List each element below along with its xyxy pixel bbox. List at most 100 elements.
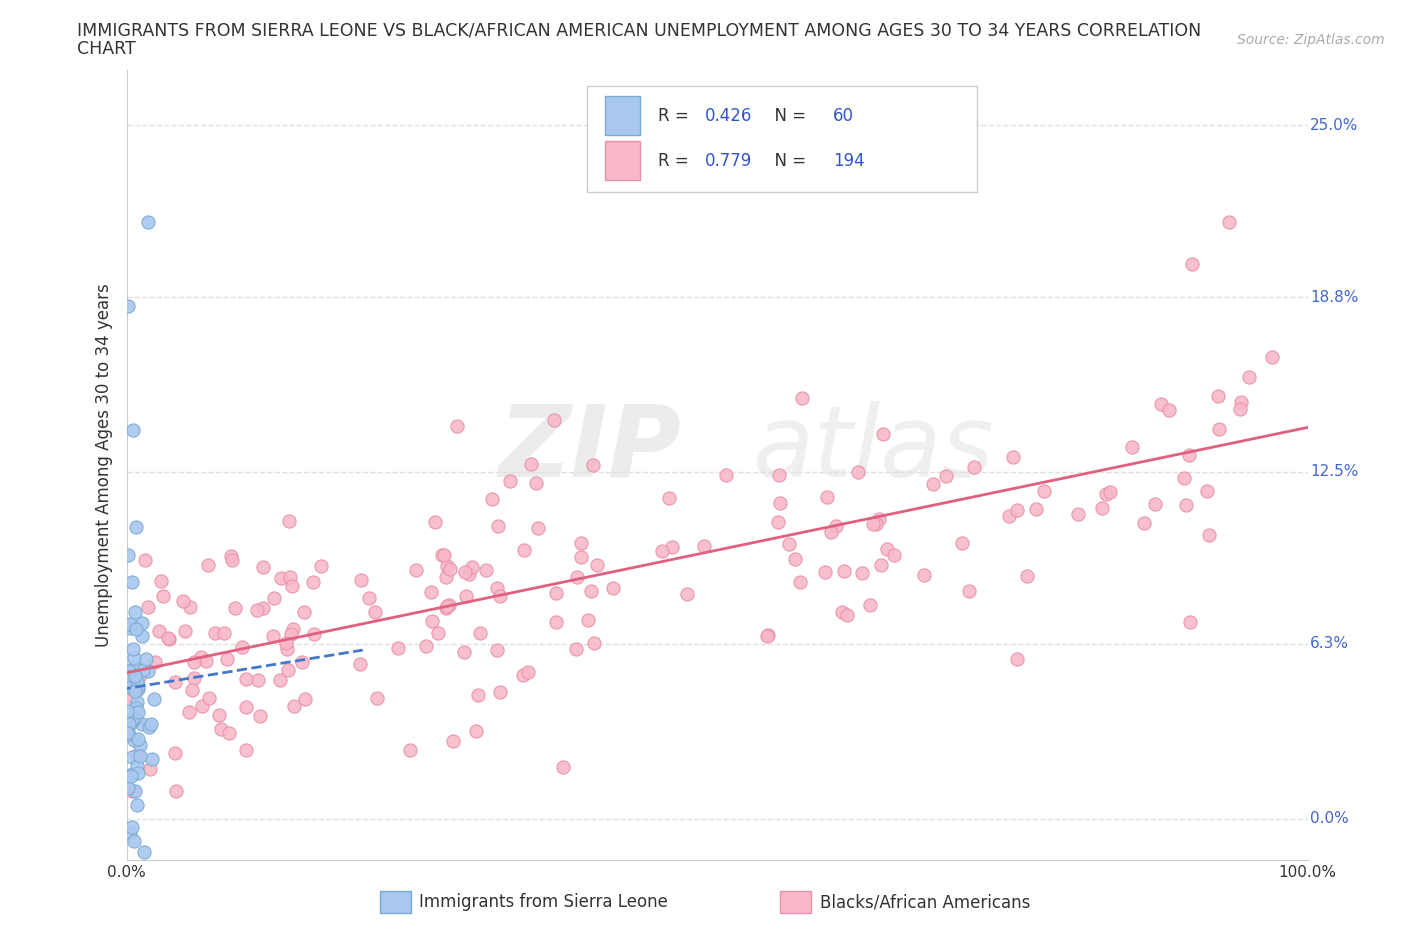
Point [486, 643, 509, 658]
Text: 12.5%: 12.5% [1310, 464, 1358, 480]
Point [221, 552, 243, 567]
Point [1121, 440, 1143, 455]
Point [179, 704, 201, 719]
Point [768, 468, 790, 483]
Point [831, 605, 853, 620]
Point [922, 476, 945, 491]
Point [132, 844, 155, 859]
Point [122, 642, 145, 657]
Point [252, 601, 274, 616]
Point [280, 627, 302, 642]
Point [231, 640, 253, 655]
Point [219, 549, 242, 564]
Point [118, 825, 141, 840]
Point [172, 593, 194, 608]
Text: ZIP: ZIP [499, 401, 682, 498]
Point [436, 559, 458, 574]
Point [957, 584, 980, 599]
Point [129, 749, 152, 764]
Point [1159, 403, 1181, 418]
Point [676, 587, 699, 602]
Point [215, 651, 238, 666]
Point [156, 631, 179, 645]
Point [489, 684, 512, 699]
Point [461, 560, 484, 575]
Point [127, 748, 149, 763]
Point [121, 711, 143, 726]
Point [454, 589, 477, 604]
Point [1230, 394, 1253, 409]
Point [249, 709, 271, 724]
Point [935, 469, 957, 484]
Point [179, 600, 201, 615]
Point [136, 664, 159, 679]
Point [115, 703, 138, 718]
Point [756, 628, 779, 643]
Point [1099, 485, 1122, 499]
Point [157, 631, 180, 646]
Point [399, 742, 422, 757]
Point [122, 833, 145, 848]
Point [1229, 402, 1251, 417]
Point [212, 625, 235, 640]
Point [190, 649, 212, 664]
Point [423, 515, 446, 530]
Point [125, 701, 148, 716]
Point [122, 659, 145, 674]
Point [235, 743, 257, 758]
Point [842, 124, 865, 139]
Text: CHART: CHART [77, 40, 136, 58]
Point [467, 687, 489, 702]
Point [120, 716, 142, 731]
Point [569, 550, 592, 565]
Point [294, 604, 316, 619]
Point [526, 520, 548, 535]
Point [143, 655, 166, 670]
Text: R =: R = [658, 107, 695, 125]
Point [789, 575, 811, 590]
Point [1150, 396, 1173, 411]
Point [998, 508, 1021, 523]
Point [115, 618, 138, 632]
Point [359, 591, 381, 605]
Point [434, 601, 457, 616]
Point [820, 525, 842, 539]
Text: 0.779: 0.779 [706, 152, 752, 169]
Point [769, 496, 792, 511]
Text: R =: R = [658, 152, 695, 169]
Point [602, 580, 624, 595]
Point [366, 691, 388, 706]
Point [1175, 498, 1198, 512]
Point [121, 575, 143, 590]
Point [218, 726, 240, 741]
Point [291, 655, 314, 670]
Point [120, 617, 142, 631]
Point [1178, 615, 1201, 630]
Point [658, 491, 681, 506]
Point [832, 564, 855, 578]
Point [420, 614, 443, 629]
Point [405, 563, 427, 578]
Point [1178, 447, 1201, 462]
Point [165, 746, 187, 761]
Point [349, 658, 371, 672]
Point [247, 672, 270, 687]
Point [565, 642, 588, 657]
Point [437, 598, 460, 613]
Point [427, 626, 450, 641]
Point [181, 683, 204, 698]
Point [950, 536, 973, 551]
Point [138, 719, 160, 734]
Point [277, 662, 299, 677]
Text: Blacks/African Americans: Blacks/African Americans [820, 893, 1031, 911]
Point [350, 573, 373, 588]
Point [195, 653, 218, 668]
Point [576, 613, 599, 628]
Point [302, 626, 325, 641]
Point [544, 585, 567, 600]
Point [436, 598, 458, 613]
Point [120, 693, 142, 708]
Point [551, 760, 574, 775]
Point [1067, 506, 1090, 521]
Point [197, 557, 219, 572]
